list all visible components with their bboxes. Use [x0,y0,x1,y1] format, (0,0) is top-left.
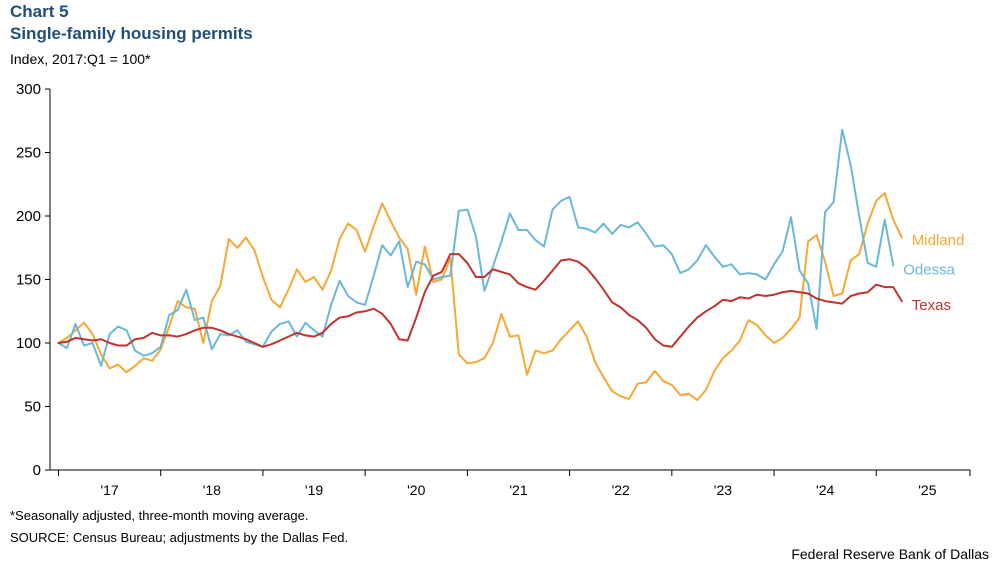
x-tick-label: '18 [203,482,221,498]
series-line-odessa [57,128,895,367]
chart-series [57,128,903,402]
series-label-texas: Texas [912,297,951,314]
series-line-texas [57,253,903,348]
y-tick-label: 200 [16,208,41,225]
chart-subtitle: Index, 2017:Q1 = 100* [10,51,151,67]
chart-title: Single-family housing permits [10,24,253,43]
x-tick-label: '24 [816,482,834,498]
footnote: *Seasonally adjusted, three-month moving… [10,508,309,523]
x-tick-label: '19 [305,482,323,498]
series-label-odessa: Odessa [903,261,955,278]
series-label-midland: Midland [912,232,965,249]
chart-axes: 0 50 100 150 200 250 300 '17 '18 '19 '20 '21 '22 '23 '… [16,81,971,498]
x-tick-label: '22 [612,482,630,498]
credit: Federal Reserve Bank of Dallas [791,546,989,562]
y-tick-label: 250 [16,145,41,162]
x-tick-label: '25 [918,482,936,498]
y-tick-label: 0 [33,462,41,479]
y-tick-label: 300 [16,81,41,98]
x-tick-label: '21 [509,482,527,498]
chart-label: Chart 5 [10,2,69,21]
y-tick-label: 100 [16,335,41,352]
series-line-midland [57,192,903,402]
x-tick-label: '17 [100,482,118,498]
source-note: SOURCE: Census Bureau; adjustments by th… [10,530,349,545]
y-tick-label: 150 [16,272,41,289]
series-labels: Midland Odessa Texas [903,232,964,314]
y-tick-label: 50 [24,399,41,416]
x-tick-label: '20 [407,482,425,498]
x-tick-label: '23 [714,482,732,498]
